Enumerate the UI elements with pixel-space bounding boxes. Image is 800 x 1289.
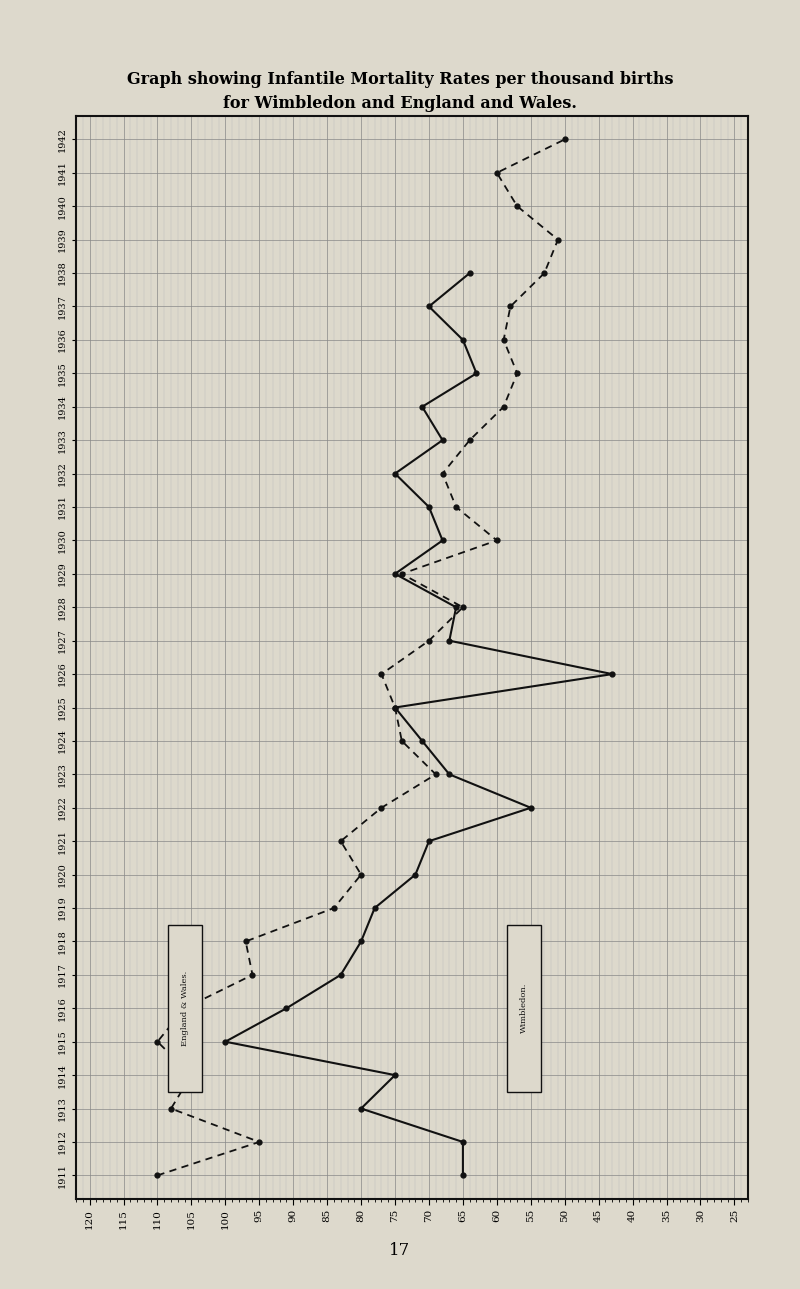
Text: 17: 17: [390, 1241, 410, 1259]
Text: Wimbledon.: Wimbledon.: [520, 984, 528, 1034]
Text: for Wimbledon and England and Wales.: for Wimbledon and England and Wales.: [223, 94, 577, 112]
Text: England & Wales.: England & Wales.: [181, 971, 189, 1045]
Text: Graph showing Infantile Mortality Rates per thousand births: Graph showing Infantile Mortality Rates …: [126, 71, 674, 89]
FancyBboxPatch shape: [507, 924, 541, 1092]
FancyBboxPatch shape: [168, 924, 202, 1092]
